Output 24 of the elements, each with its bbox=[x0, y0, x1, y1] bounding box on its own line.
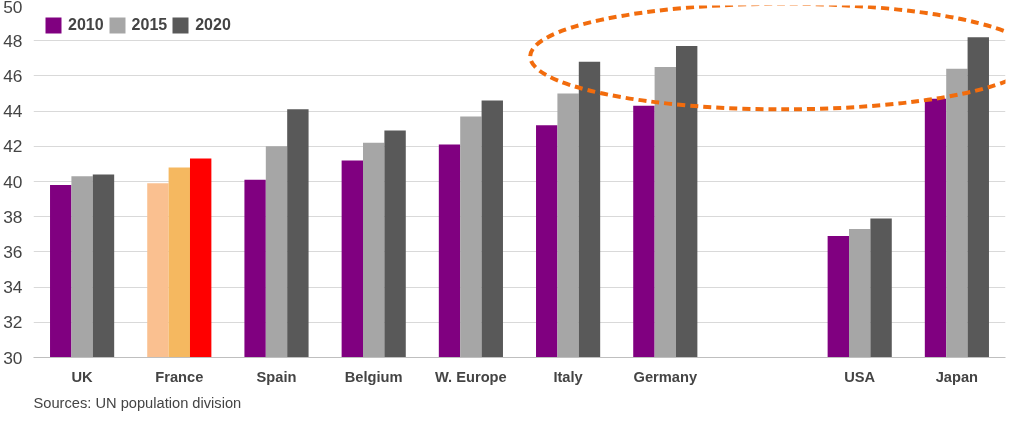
x-tick-label: Japan bbox=[935, 368, 979, 385]
y-tick-label: 32 bbox=[3, 312, 23, 333]
y-tick-label: 38 bbox=[3, 206, 23, 227]
y-tick-label: 30 bbox=[3, 347, 23, 368]
x-tick-label: UK bbox=[71, 368, 94, 385]
x-tick-label: Belgium bbox=[344, 368, 403, 385]
y-tick-label: 42 bbox=[3, 136, 23, 157]
legend-label: 2010 bbox=[68, 16, 104, 34]
y-tick-label: 50 bbox=[3, 0, 23, 17]
x-tick-label: USA bbox=[844, 368, 876, 385]
y-tick-label: 46 bbox=[3, 65, 23, 86]
y-tick-label: 40 bbox=[3, 171, 23, 192]
y-tick-label: 48 bbox=[3, 30, 23, 51]
x-tick-label: Spain bbox=[256, 368, 297, 385]
legend-label: 2020 bbox=[195, 16, 231, 34]
x-tick-label: W. Europe bbox=[435, 368, 507, 385]
x-tick-label: Germany bbox=[633, 368, 698, 385]
source-note: Sources: UN population division bbox=[33, 394, 242, 411]
y-tick-label: 44 bbox=[3, 101, 23, 122]
y-tick-label: 36 bbox=[3, 241, 23, 262]
x-tick-label: Italy bbox=[553, 368, 584, 385]
legend-label: 2015 bbox=[131, 16, 168, 34]
y-tick-label: 34 bbox=[3, 277, 23, 298]
x-tick-label: France bbox=[155, 368, 204, 385]
